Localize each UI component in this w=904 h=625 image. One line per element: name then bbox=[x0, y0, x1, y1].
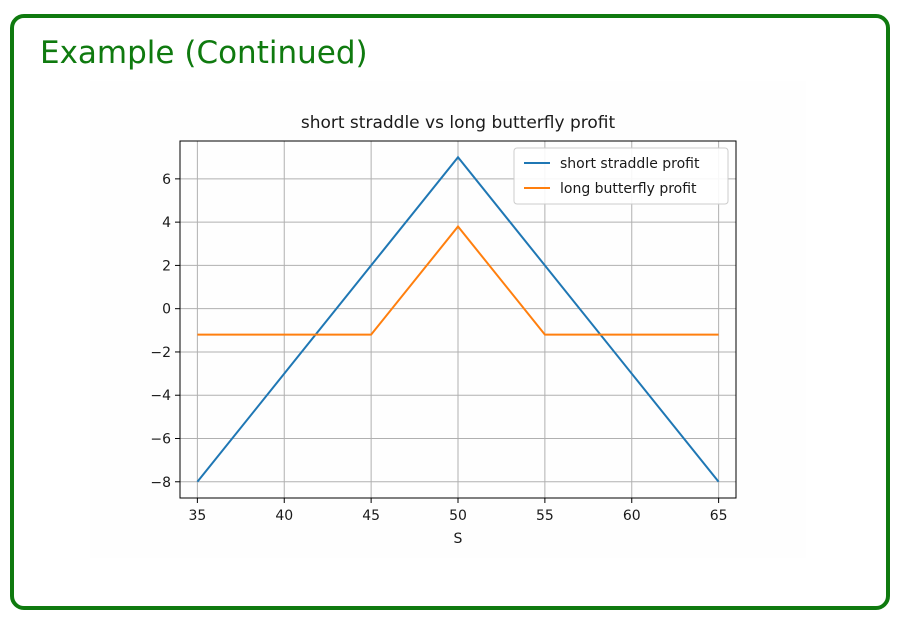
x-tick-label: 55 bbox=[536, 508, 554, 524]
legend-box bbox=[513, 147, 729, 205]
x-tick-label: 65 bbox=[710, 508, 728, 524]
y-tick-label: 2 bbox=[162, 258, 171, 274]
series-line-long-butterfly bbox=[197, 224, 719, 336]
chart-panel: short straddle vs long butterfly profit 3… bbox=[90, 81, 806, 558]
x-tick-label: 40 bbox=[275, 508, 293, 524]
x-tick-label: 35 bbox=[188, 508, 206, 524]
y-tick-label: 6 bbox=[162, 172, 171, 188]
chart-title: short straddle vs long butterfly profit bbox=[301, 113, 616, 133]
y-tick-label: −8 bbox=[150, 475, 171, 491]
legend-label: short straddle profit bbox=[560, 156, 700, 172]
x-axis-label: S bbox=[454, 531, 463, 547]
line-chart: short straddle vs long butterfly profit 3… bbox=[150, 113, 737, 547]
x-tick-label: 45 bbox=[362, 508, 380, 524]
y-tick-label: −6 bbox=[150, 432, 171, 448]
y-tick-label: −2 bbox=[150, 345, 171, 361]
slide-title: Example (Continued) bbox=[40, 35, 368, 71]
x-tick-label: 50 bbox=[449, 508, 467, 524]
y-tick-label: −4 bbox=[150, 388, 171, 404]
y-tick-label: 4 bbox=[162, 215, 171, 231]
series-line-short-straddle bbox=[196, 155, 720, 483]
legend: short straddle profit long butterfly prof… bbox=[513, 147, 729, 205]
x-tick-label: 60 bbox=[623, 508, 641, 524]
y-tick-label: 0 bbox=[162, 302, 171, 318]
legend-label: long butterfly profit bbox=[560, 181, 697, 197]
